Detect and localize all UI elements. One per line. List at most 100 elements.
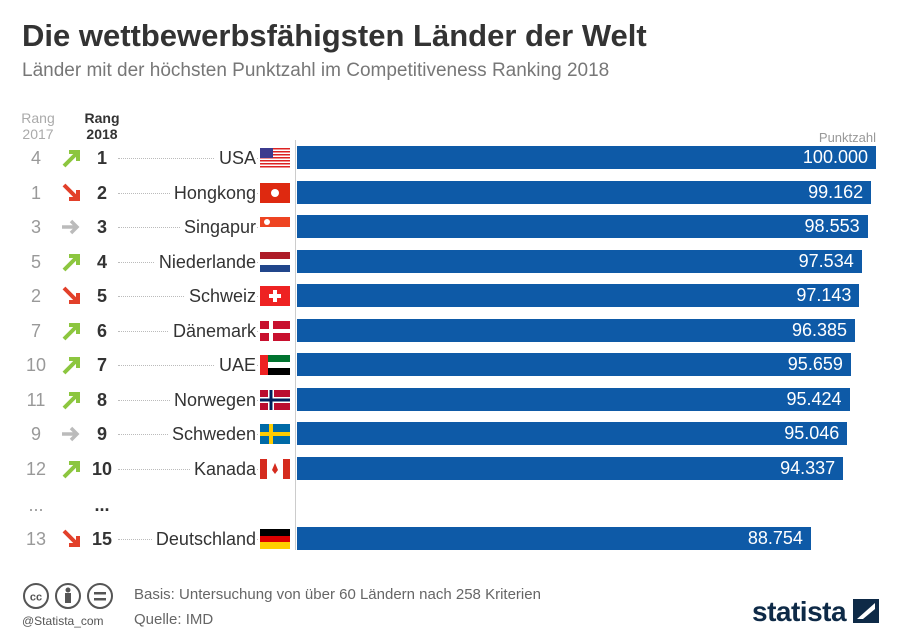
header-rank-2017-line2: 2017 — [22, 126, 54, 142]
rank-2017: 11 — [26, 389, 46, 410]
rank-2018: 1 — [96, 148, 107, 168]
rank-2018: 8 — [96, 389, 107, 410]
flag-hk-icon — [260, 182, 290, 203]
score-header: Punktzahl — [818, 130, 876, 145]
chart-title: Die wettbewerbsfähigsten Länder der Welt — [22, 18, 647, 53]
value-label: 95.424 — [786, 388, 842, 409]
value-label: 97.534 — [798, 250, 854, 271]
flag-ch-icon — [260, 286, 290, 306]
rank-2017: 2 — [30, 286, 41, 306]
value-label: 98.553 — [804, 216, 860, 236]
flag-nl-icon — [260, 251, 290, 272]
trend-up-arrow-icon — [62, 357, 80, 375]
trend-same-arrow-icon — [62, 426, 80, 442]
value-label: 95.659 — [787, 354, 843, 374]
header-rank-2017-line1: Rang — [21, 110, 55, 126]
chart-row: 2 5 Schweiz 97.143 — [0, 284, 900, 308]
flag-se-icon — [260, 424, 290, 444]
svg-text:cc: cc — [30, 592, 42, 604]
country-label: UAE — [214, 353, 256, 377]
value-label: 97.143 — [796, 285, 852, 305]
chart-row: 12 10 Kanada 94.337 — [0, 456, 900, 481]
country-label: USA — [214, 146, 256, 170]
value-label: 96.385 — [792, 319, 848, 340]
footer-basis: Basis: Untersuchung von über 60 Ländern … — [134, 586, 541, 603]
chart-row: 13 15 Deutschland 88.754 — [0, 527, 900, 551]
chart-subtitle: Länder mit der höchsten Punktzahl im Com… — [22, 60, 610, 81]
rank-2018: 4 — [96, 251, 107, 272]
chart-row: 4 1 USA 100.000 — [0, 146, 900, 170]
flag-no-icon — [260, 389, 290, 410]
header-rank-2017: Rang 2017 — [18, 110, 58, 142]
flag-sg-icon — [260, 217, 290, 237]
flag-ca-icon — [260, 458, 290, 479]
bar: 97.143 — [297, 284, 860, 307]
rank-2017: 9 — [30, 424, 41, 444]
rank-2017: 7 — [30, 320, 41, 341]
gap-2017: ... — [28, 495, 44, 515]
header-rank-2018-line1: Rang — [84, 110, 120, 126]
value-label: 94.337 — [780, 457, 836, 478]
trend-down-arrow-icon — [62, 529, 80, 547]
country-label: Dänemark — [168, 318, 256, 343]
rank-2017: 10 — [25, 355, 47, 375]
rank-2018: 6 — [96, 320, 107, 341]
bar: 96.385 — [297, 318, 856, 342]
flag-dk-icon — [260, 320, 290, 341]
rank-2017: 13 — [25, 529, 47, 549]
country-label: Niederlande — [154, 249, 256, 274]
country-label: Norwegen — [169, 387, 256, 412]
chart-row: 1 2 Hongkong 99.162 — [0, 180, 900, 205]
chart-row: 11 8 Norwegen 95.424 — [0, 387, 900, 412]
header-rank-2018: Rang 2018 — [80, 110, 124, 142]
trend-up-arrow-icon — [62, 391, 80, 409]
country-label: Schweden — [167, 422, 256, 446]
country-label: Schweiz — [184, 284, 256, 308]
rank-2018: 3 — [96, 217, 107, 237]
rank-2018: 15 — [91, 529, 113, 549]
country-label: Hongkong — [169, 180, 256, 205]
rank-2017: 12 — [25, 458, 47, 479]
rank-2017: 5 — [30, 251, 41, 272]
bar: 95.424 — [297, 387, 850, 411]
bar: 97.534 — [297, 249, 862, 273]
trend-up-arrow-icon — [62, 322, 80, 340]
bar: 100.000 — [297, 146, 876, 169]
footer-source: Quelle: IMD — [134, 611, 214, 628]
statista-logo: statista — [752, 596, 880, 628]
bar: 98.553 — [297, 215, 868, 238]
rank-2018: 2 — [96, 182, 107, 203]
bar: 94.337 — [297, 456, 844, 480]
value-label: 99.162 — [808, 181, 864, 202]
trend-down-arrow-icon — [62, 286, 80, 304]
flag-de-icon — [260, 529, 290, 549]
cc-license-icons: cc — [23, 583, 113, 609]
country-label: Kanada — [189, 456, 256, 481]
chart-row: 5 4 Niederlande 97.534 — [0, 249, 900, 274]
bar: 95.046 — [297, 422, 848, 445]
rank-2018: 5 — [96, 286, 107, 306]
header-rank-2018-line2: 2018 — [86, 126, 118, 142]
chart-row: 7 6 Dänemark 96.385 — [0, 318, 900, 343]
chart-row: 9 9 Schweden 95.046 — [0, 422, 900, 446]
leader-dots — [118, 468, 258, 470]
trend-up-arrow-icon — [62, 150, 80, 168]
axis-line — [295, 140, 296, 550]
value-label: 88.754 — [747, 528, 803, 548]
statista-logo-icon — [853, 599, 880, 623]
rank-2018: 10 — [91, 458, 113, 479]
flag-ae-icon — [260, 355, 290, 375]
value-label: 100.000 — [802, 147, 868, 167]
rank-2017: 1 — [30, 182, 41, 203]
statista-logo-text: statista — [752, 596, 847, 627]
rank-2017: 3 — [30, 217, 41, 237]
rank-2018: 9 — [96, 424, 107, 444]
trend-down-arrow-icon — [62, 183, 80, 201]
gap-2018: ... — [94, 495, 110, 515]
chart-row: 3 3 Singapur 98.553 — [0, 215, 900, 239]
bar: 95.659 — [297, 353, 851, 376]
rank-2018: 7 — [96, 355, 107, 375]
statista-handle: @Statista_com — [22, 614, 104, 628]
trend-same-arrow-icon — [62, 219, 80, 235]
country-label: Singapur — [179, 215, 256, 239]
